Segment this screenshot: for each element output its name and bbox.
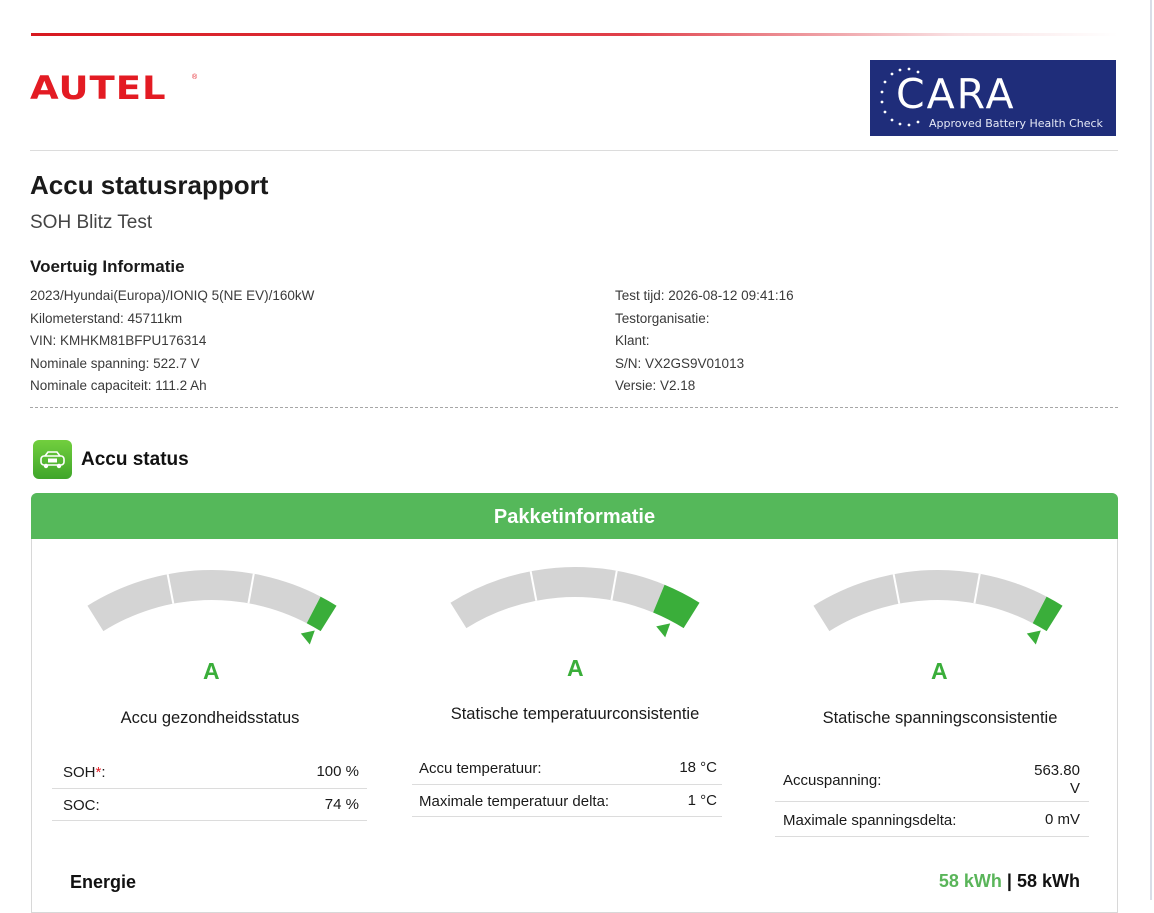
soh-gauge-title: Accu gezondheidsstatus — [120, 709, 300, 727]
pack-voltage-value: 563.80 V — [1034, 762, 1080, 797]
max-voltage-delta-value: 0 mV — [1044, 811, 1080, 828]
energy-separator: | — [1006, 871, 1012, 891]
gauge-segment-divider — [610, 570, 618, 601]
report-title: Accu statusrapport — [30, 170, 269, 200]
max-temperature-delta-value: 1 °C — [687, 792, 717, 809]
required-asterisk: * — [95, 764, 102, 781]
autel-registered-mark: ® — [192, 74, 198, 81]
cara-logo: CARA Approved Battery Health Check — [870, 60, 1116, 136]
header-divider — [30, 150, 1118, 151]
voltage-grade: A — [931, 658, 948, 684]
gauge-segment-divider — [529, 571, 538, 601]
vehicle-info-right: Test tijd: 2026-08-12 09:41:16 Testorgan… — [615, 285, 794, 398]
section-divider — [30, 407, 1118, 408]
nominal-capacity: Nominale capaciteit: 111.2 Ah — [30, 378, 207, 393]
voltage-gauge-title: Statische spanningsconsistentie — [822, 709, 1058, 727]
vehicle-info-heading: Voertuig Informatie — [30, 257, 185, 276]
energy-current: 58 kWh — [938, 871, 1002, 891]
vehicle-model: 2023/Hyundai(Europa)/IONIQ 5(NE EV)/160k… — [30, 288, 315, 303]
cara-tagline: Approved Battery Health Check — [929, 117, 1103, 130]
gauge-level-fill — [1032, 596, 1063, 632]
soh-value: 100 % — [316, 763, 359, 780]
temperature-gauge — [450, 567, 700, 638]
energy-values: 58 kWh | 58 kWh — [939, 871, 1080, 892]
energy-label: Energie — [70, 872, 137, 892]
row-divider — [412, 816, 722, 817]
pack-voltage-label: Accuspanning: — [783, 772, 882, 789]
row-divider — [775, 836, 1089, 837]
accu-temperature-value: 18 °C — [679, 759, 717, 776]
gauge-segment-divider — [973, 573, 981, 604]
software-version: Versie: V2.18 — [615, 378, 696, 393]
gauge-pointer-icon — [656, 623, 671, 638]
gauge-segment-divider — [892, 574, 901, 604]
battery-car-icon — [33, 440, 72, 479]
odometer: Kilometerstand: 45711km — [30, 310, 183, 326]
gauge-segment-divider — [166, 574, 175, 604]
autel-logo: AUTEL — [30, 70, 167, 107]
soh-label: SOH*: — [63, 764, 106, 781]
nominal-voltage: Nominale spanning: 522.7 V — [30, 355, 200, 371]
soc-label: SOC: — [63, 797, 100, 814]
max-temperature-delta-label: Maximale temperatuur delta: — [419, 793, 610, 810]
temperature-gauge-title: Statische temperatuurconsistentie — [450, 705, 700, 723]
gauge-level-fill — [653, 584, 700, 629]
gauge-pointer-icon — [1026, 630, 1041, 645]
pack-info-panel — [31, 493, 1118, 913]
accu-temperature-label: Accu temperatuur: — [419, 760, 542, 777]
gauge-pointer-icon — [300, 630, 315, 645]
customer: Klant: — [615, 333, 650, 348]
accu-status-heading: Accu status — [81, 449, 189, 470]
soh-grade: A — [203, 658, 220, 684]
serial-number: S/N: VX2GS9V01013 — [615, 355, 745, 371]
gauge-level-fill — [306, 596, 337, 632]
row-divider — [52, 820, 367, 821]
soc-value: 74 % — [324, 796, 359, 813]
gauge-track — [813, 570, 1047, 632]
top-accent-rule — [31, 33, 1118, 36]
temperature-grade: A — [567, 655, 584, 681]
row-divider — [412, 784, 722, 785]
soh-gauge — [87, 570, 337, 645]
row-divider — [52, 788, 367, 789]
energy-total: 58 kWh — [1016, 871, 1080, 891]
report-subtitle: SOH Blitz Test — [30, 212, 153, 233]
vin: VIN: KMHKM81BFPU176314 — [30, 333, 207, 348]
test-organisation: Testorganisatie: — [615, 310, 710, 326]
gauge-track — [87, 570, 321, 632]
gauge-track — [450, 567, 665, 629]
pack-info-header: Pakketinformatie — [31, 493, 1118, 539]
test-time: Test tijd: 2026-08-12 09:41:16 — [615, 288, 794, 303]
max-voltage-delta-label: Maximale spanningsdelta: — [783, 812, 957, 829]
cara-stars-icon — [880, 67, 920, 127]
vehicle-info-left: 2023/Hyundai(Europa)/IONIQ 5(NE EV)/160k… — [30, 285, 314, 398]
voltage-gauge — [813, 570, 1063, 645]
gauge-segment-divider — [247, 573, 255, 604]
row-divider — [775, 801, 1089, 802]
cara-wordmark: CARA — [896, 70, 1016, 118]
